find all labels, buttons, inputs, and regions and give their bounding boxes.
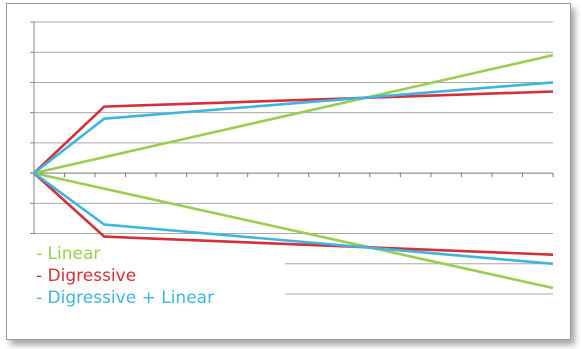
- gridlines: [34, 21, 553, 295]
- series-line-dl_down: [33, 172, 554, 266]
- series-lines: [33, 53, 554, 290]
- legend-digressive: - Digressive: [36, 266, 137, 286]
- series-line-digr_down: [33, 172, 554, 256]
- series-line-linear_down: [33, 171, 554, 290]
- chart-frame: [6, 3, 571, 340]
- series-line-linear_up: [33, 53, 554, 175]
- axes: [30, 21, 554, 235]
- series-line-digr_up: [33, 90, 554, 175]
- series-line-dl_up: [33, 81, 554, 175]
- legend-linear: - Linear: [36, 244, 101, 264]
- legend: - Linear - Digressive - Digressive + Lin…: [36, 243, 214, 309]
- legend-digressive-linear: - Digressive + Linear: [36, 288, 215, 308]
